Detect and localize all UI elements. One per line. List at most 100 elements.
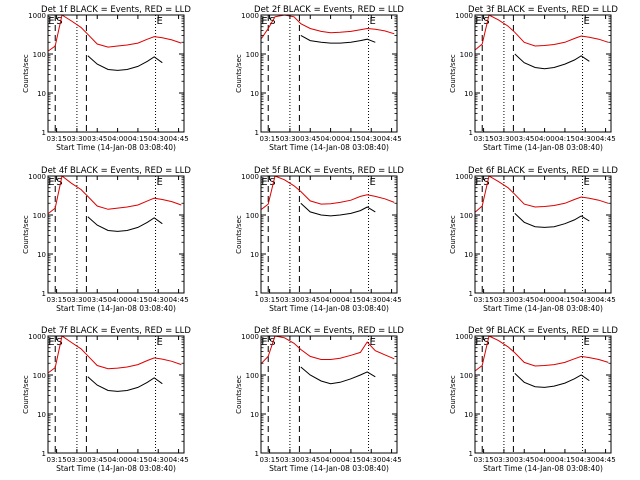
y-tick-label: 1000 [28, 333, 46, 341]
marker-s: S [56, 177, 62, 188]
y-tick-label: 100 [460, 212, 473, 220]
y-axis-label: Counts/sec [235, 215, 243, 254]
x-tick-label: 04:30 [361, 296, 381, 304]
series-line-events [300, 366, 376, 385]
y-tick-label: 100 [246, 372, 259, 380]
x-tick-label: 03:30 [67, 135, 87, 143]
series-line-lld [261, 335, 395, 364]
plot-frame [260, 175, 398, 294]
marker-e-end: E [157, 177, 163, 188]
series-line-lld [475, 335, 609, 371]
x-tick-label: 04:45 [381, 296, 401, 304]
x-tick-label: 03:15 [46, 456, 66, 464]
y-tick-label: 1000 [241, 333, 259, 341]
y-axis-label: Counts/sec [22, 375, 30, 414]
y-tick-label: 1000 [28, 173, 46, 181]
marker-e-end: E [584, 177, 590, 188]
x-axis-label: Start Time (14-Jan-08 03:08:40) [56, 304, 176, 313]
plot-frame [474, 14, 612, 133]
plot-frame [47, 335, 185, 454]
marker-e-start: E [48, 16, 54, 27]
y-tick-label: 1000 [28, 12, 46, 20]
marker-e-end: E [157, 16, 163, 27]
plot-frame [260, 14, 398, 133]
x-tick-label: 04:00 [320, 135, 340, 143]
marker-s: S [269, 177, 275, 188]
plot-frame [474, 175, 612, 294]
marker-s: S [483, 177, 489, 188]
marker-e-end: E [370, 16, 376, 27]
series-line-events [514, 373, 590, 388]
y-tick-label: 100 [460, 372, 473, 380]
y-axis-label: Counts/sec [449, 54, 457, 93]
y-tick-label: 10 [250, 90, 259, 98]
panel-title: Det 5f BLACK = Events, RED = LLD [254, 166, 404, 176]
x-tick-label: 03:45 [514, 135, 534, 143]
x-tick-label: 04:30 [148, 296, 168, 304]
series-line-lld [475, 175, 609, 213]
x-tick-label: 03:45 [514, 456, 534, 464]
x-tick-label: 03:30 [280, 456, 300, 464]
x-tick-label: 03:15 [473, 296, 493, 304]
x-tick-label: 03:15 [473, 456, 493, 464]
series-line-events [87, 55, 163, 71]
x-tick-label: 04:15 [555, 456, 575, 464]
x-tick-label: 04:15 [128, 456, 148, 464]
panel-title: Det 2f BLACK = Events, RED = LLD [254, 5, 404, 15]
y-tick-label: 10 [37, 411, 46, 419]
series-line-lld [261, 14, 395, 39]
y-tick-label: 10 [464, 411, 473, 419]
y-tick-label: 10 [464, 90, 473, 98]
y-tick-label: 1 [469, 290, 473, 298]
y-axis-label: Counts/sec [22, 54, 30, 93]
x-tick-label: 03:45 [300, 135, 320, 143]
x-tick-label: 04:30 [575, 296, 595, 304]
x-tick-label: 03:45 [300, 456, 320, 464]
marker-e-start: E [475, 337, 481, 348]
x-tick-label: 03:15 [46, 296, 66, 304]
x-tick-label: 04:15 [128, 296, 148, 304]
x-tick-label: 04:15 [128, 135, 148, 143]
plot-frame [47, 175, 185, 294]
x-tick-label: 04:00 [320, 456, 340, 464]
y-tick-label: 100 [246, 51, 259, 59]
y-axis-label: Counts/sec [235, 54, 243, 93]
x-tick-label: 04:00 [534, 456, 554, 464]
marker-e-end: E [370, 337, 376, 348]
x-tick-label: 04:30 [575, 456, 595, 464]
x-axis-label: Start Time (14-Jan-08 03:08:40) [483, 304, 603, 313]
x-axis-label: Start Time (14-Jan-08 03:08:40) [483, 464, 603, 473]
panel-title: Det 6f BLACK = Events, RED = LLD [468, 166, 618, 176]
x-tick-label: 04:45 [595, 456, 615, 464]
marker-s: S [56, 337, 62, 348]
series-line-lld [475, 14, 609, 50]
marker-e-start: E [261, 177, 267, 188]
marker-s: S [483, 337, 489, 348]
y-axis-label: Counts/sec [449, 375, 457, 414]
marker-e-start: E [48, 337, 54, 348]
y-tick-label: 1 [255, 450, 259, 458]
y-tick-label: 1000 [241, 173, 259, 181]
x-tick-label: 04:30 [361, 456, 381, 464]
x-axis-label: Start Time (14-Jan-08 03:08:40) [269, 304, 389, 313]
y-tick-label: 10 [37, 251, 46, 259]
series-line-events [87, 216, 163, 232]
series-line-events [514, 213, 590, 228]
x-tick-label: 04:00 [534, 296, 554, 304]
y-tick-label: 1 [42, 450, 46, 458]
x-axis-label: Start Time (14-Jan-08 03:08:40) [56, 464, 176, 473]
x-tick-label: 04:45 [595, 296, 615, 304]
y-tick-label: 1000 [455, 173, 473, 181]
marker-e-start: E [261, 337, 267, 348]
marker-e-end: E [584, 16, 590, 27]
x-tick-label: 03:45 [514, 296, 534, 304]
x-tick-label: 03:15 [259, 456, 279, 464]
